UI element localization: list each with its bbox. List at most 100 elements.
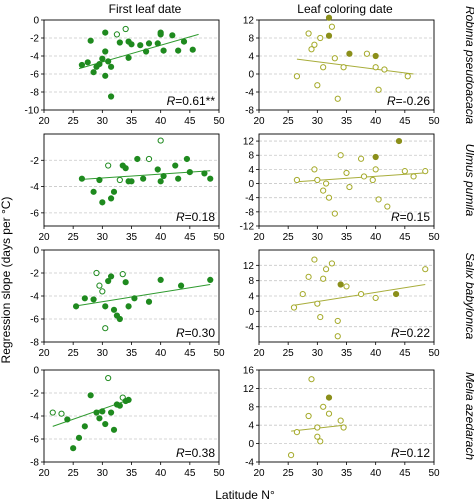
data-point-filled <box>186 169 193 176</box>
data-point-filled <box>395 137 403 145</box>
data-point-filled <box>72 303 80 310</box>
data-point-filled <box>157 276 164 283</box>
data-point-open <box>422 266 429 273</box>
species-label: Ulmus pumila <box>463 144 474 217</box>
data-point-filled <box>102 420 109 428</box>
data-point-open <box>320 64 327 71</box>
data-point-filled <box>175 47 182 54</box>
y-tick-label: 12 <box>243 137 255 148</box>
data-point-filled <box>107 409 115 416</box>
y-tick-label: -4 <box>30 292 39 303</box>
panel-salix-babylonica-leaf-coloring: -4 0 4 8 12 20 25 30 35 40 45 50 R=0.22 Salix babylon… <box>243 249 474 359</box>
data-point-open <box>334 95 341 102</box>
data-point-filled <box>122 165 129 172</box>
data-point-open <box>308 376 315 383</box>
data-point-filled <box>90 296 97 303</box>
data-point-open <box>357 290 365 298</box>
x-tick-label: 35 <box>126 232 138 243</box>
y-tick-label: 8 <box>248 151 254 162</box>
data-point-open <box>401 168 408 175</box>
r-value-label: R=-0.26 <box>387 94 430 108</box>
x-tick-label: 40 <box>370 468 382 479</box>
y-tick-label: -2 <box>30 269 39 280</box>
data-point-open <box>293 429 301 436</box>
x-tick-label: 50 <box>428 468 440 479</box>
x-tick-label: 50 <box>213 116 225 127</box>
data-point-filled <box>105 277 112 285</box>
data-point-filled <box>325 14 333 21</box>
x-tick-label: 50 <box>428 348 440 359</box>
data-point-open <box>381 66 388 73</box>
data-point-open <box>363 50 371 57</box>
data-point-open <box>293 73 301 80</box>
data-point-filled <box>102 29 109 36</box>
panel-melia-azedarach-leaf-coloring: -4 0 4 8 12 16 20 25 30 35 40 45 50 R=0.12 Melia azeda… <box>243 366 474 480</box>
y-tick-label: 8 <box>248 34 254 45</box>
data-point-open <box>314 82 321 89</box>
data-point-open <box>334 333 341 340</box>
data-point-filled <box>169 32 176 39</box>
x-tick-label: 20 <box>38 116 50 127</box>
data-point-filled <box>154 166 161 173</box>
data-point-filled <box>81 295 88 302</box>
y-tick-label: 12 <box>243 16 255 27</box>
data-point-filled <box>107 273 115 280</box>
y-tick-label: 4 <box>248 292 254 303</box>
data-point-open <box>119 271 126 278</box>
data-point-filled <box>183 155 191 163</box>
data-point-filled <box>110 188 118 195</box>
data-point-filled <box>157 178 164 185</box>
data-point-filled <box>131 295 138 302</box>
y-tick-label: -6 <box>30 435 39 446</box>
x-tick-label: 40 <box>370 232 382 243</box>
x-tick-label: 45 <box>399 232 411 243</box>
x-tick-label: 25 <box>283 116 295 127</box>
data-point-filled <box>107 93 115 100</box>
x-tick-label: 35 <box>341 348 353 359</box>
data-point-filled <box>102 303 109 310</box>
x-tick-label: 30 <box>312 468 324 479</box>
x-tick-label: 45 <box>399 468 411 479</box>
data-point-filled <box>145 298 153 305</box>
data-point-open <box>305 412 312 420</box>
x-tick-label: 50 <box>213 232 225 243</box>
data-point-open <box>311 41 318 48</box>
data-point-open <box>102 325 109 332</box>
data-point-open <box>305 273 312 280</box>
x-tick-label: 20 <box>253 468 265 479</box>
data-point-open <box>287 452 295 459</box>
data-point-filled <box>78 175 86 182</box>
x-tick-label: 30 <box>312 232 324 243</box>
data-point-filled <box>64 416 71 423</box>
x-tick-label: 40 <box>155 116 167 127</box>
x-tick-label: 30 <box>97 468 109 479</box>
x-tick-label: 25 <box>68 232 80 243</box>
data-point-open <box>334 317 341 325</box>
data-point-open <box>311 166 318 173</box>
data-point-filled <box>107 63 115 70</box>
data-point-open <box>410 173 417 180</box>
data-point-open <box>157 137 164 144</box>
data-point-filled <box>90 188 97 195</box>
species-label: Melia azedarach <box>463 372 474 460</box>
data-point-open <box>311 256 318 263</box>
panel-ulmus-pumila-first-leaf: -6 -4 -2 20 25 30 35 40 45 50 R=0.18 <box>30 133 225 243</box>
y-tick-label: -8 <box>30 88 39 99</box>
data-point-filled <box>154 40 161 47</box>
data-point-open <box>375 196 382 203</box>
data-point-filled <box>128 178 135 185</box>
data-point-filled <box>372 52 379 60</box>
data-point-filled <box>102 48 109 55</box>
data-point-open <box>343 169 350 177</box>
data-point-open <box>328 260 336 267</box>
data-point-filled <box>99 408 106 415</box>
r-value-label: R=0.61** <box>167 94 216 108</box>
y-tick-label: 0 <box>248 179 254 190</box>
y-tick-label: 8 <box>248 402 254 413</box>
data-point-open <box>113 31 121 38</box>
x-tick-label: 20 <box>253 348 265 359</box>
data-point-filled <box>93 409 100 416</box>
data-point-filled <box>99 199 106 206</box>
data-point-open <box>96 282 103 289</box>
